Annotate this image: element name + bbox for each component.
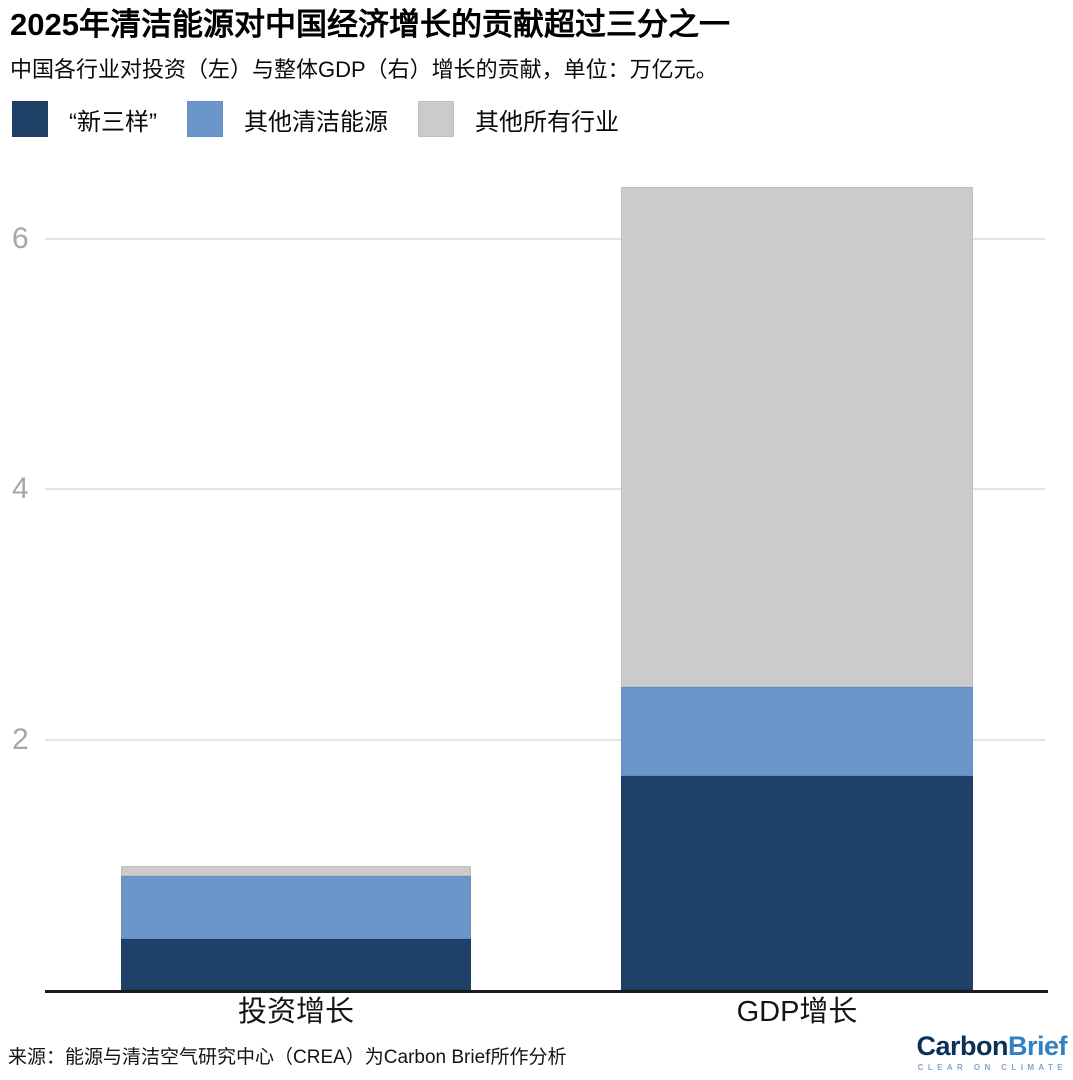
- bar-segment: [121, 938, 471, 990]
- legend-swatch-new-three: [12, 101, 48, 137]
- x-axis-line: [45, 990, 1048, 993]
- x-category-label-gdp-growth: GDP增长: [736, 996, 858, 1028]
- bar-investment-growth: [121, 866, 471, 990]
- legend-item-all-other-sectors: 其他所有行业: [417, 101, 619, 137]
- y-tick-label-6: 6: [12, 221, 29, 255]
- legend: “新三样” 其他清洁能源 其他所有行业: [12, 101, 619, 137]
- logo-tagline: CLEAR ON CLIMATE: [917, 1063, 1067, 1072]
- gridline-y6: [45, 237, 1045, 240]
- bar-segment: [621, 686, 973, 776]
- chart-subtitle: 中国各行业对投资（左）与整体GDP（右）增长的贡献，单位：万亿元。: [10, 57, 718, 82]
- bar-segment: [621, 775, 973, 990]
- legend-label-other-clean-energy: 其他清洁能源: [243, 108, 388, 136]
- gridline-y4: [45, 488, 1045, 490]
- plot-area: 2 4 6: [0, 170, 1073, 990]
- y-tick-label-2: 2: [12, 722, 29, 756]
- logo-brief-text: Brief: [1007, 1031, 1068, 1061]
- bar-gdp-growth: [621, 187, 973, 990]
- y-tick-label-4: 4: [12, 472, 29, 505]
- bar-segment: [621, 187, 973, 687]
- source-note: 来源：能源与清洁空气研究中心（CREA）为Carbon Brief所作分析: [8, 1047, 567, 1068]
- carbonbrief-wordmark: CarbonBrief: [916, 1033, 1067, 1060]
- chart-title: 2025年清洁能源对中国经济增长的贡献超过三分之一: [10, 7, 730, 42]
- legend-label-all-other-sectors: 其他所有行业: [474, 108, 619, 136]
- carbonbrief-logo: CarbonBrief CLEAR ON CLIMATE: [916, 1033, 1067, 1073]
- x-category-label-investment-growth: 投资增长: [237, 996, 354, 1028]
- logo-carbon-text: Carbon: [916, 1031, 1008, 1061]
- legend-swatch-all-other-sectors: [417, 101, 454, 137]
- legend-label-new-three: “新三样”: [69, 108, 157, 136]
- legend-swatch-other-clean-energy: [186, 101, 223, 137]
- bar-segment: [121, 866, 471, 877]
- legend-item-new-three: “新三样”: [12, 101, 157, 137]
- legend-item-other-clean-energy: 其他清洁能源: [186, 101, 388, 137]
- gridline-y2: [45, 738, 1045, 741]
- bar-segment: [121, 876, 471, 939]
